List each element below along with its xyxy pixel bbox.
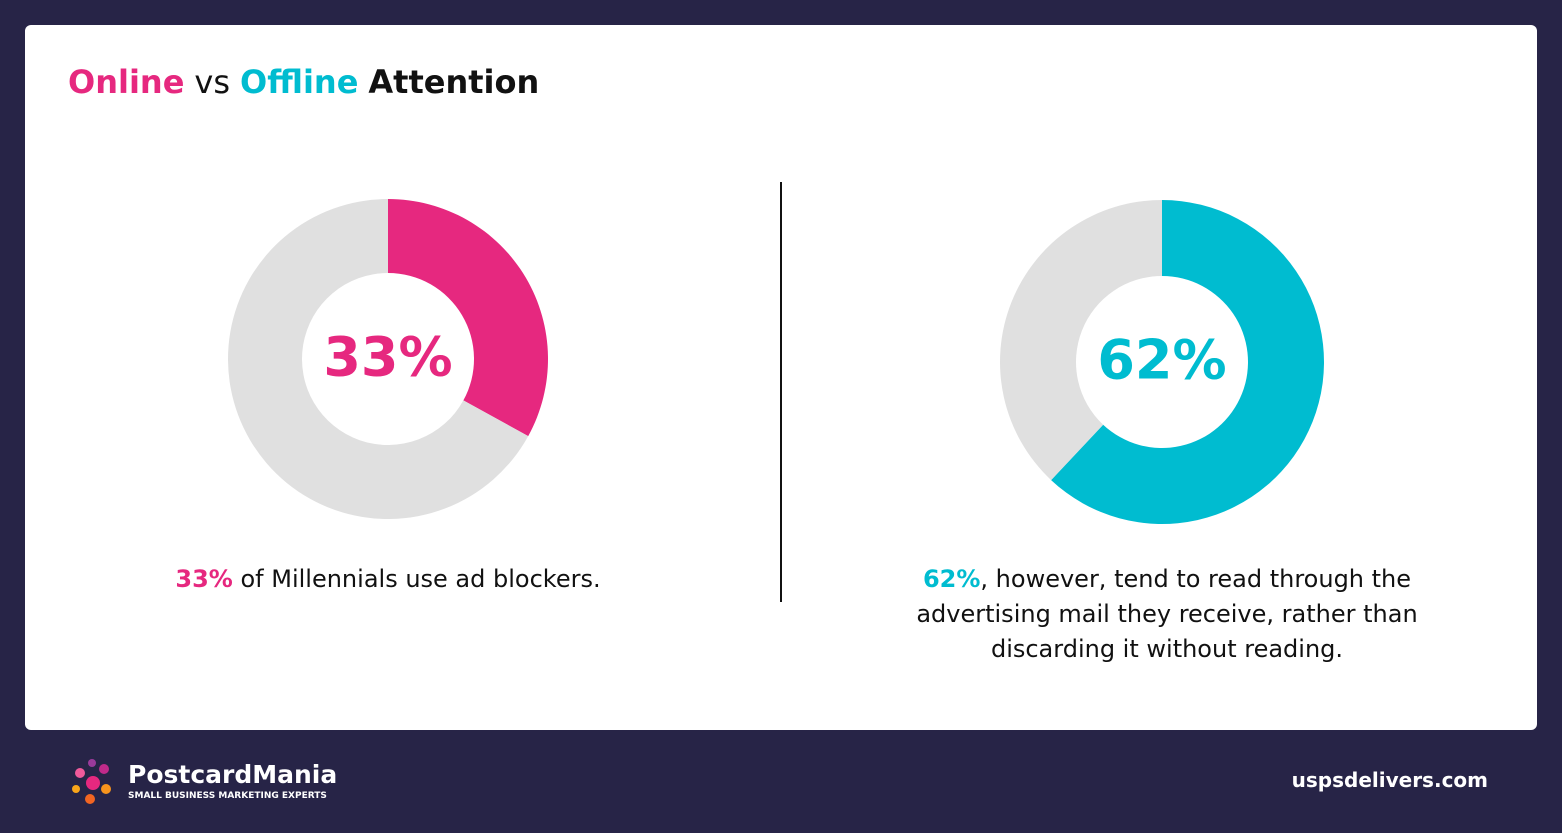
title-word: Offline: [240, 63, 359, 101]
center-label: 62%: [1097, 329, 1226, 392]
logo: [72, 759, 111, 804]
card: Online vs Offline Attention 33% 62% 33% of M…: [25, 25, 1537, 730]
donut-segment: [228, 199, 529, 519]
brand: PostcardMania: [128, 760, 338, 789]
caption-text: of Millennials use ad blockers.: [240, 565, 601, 593]
title: Online vs Offline Attention: [68, 63, 549, 101]
donut-segment: [388, 199, 548, 437]
donut-segment: [999, 200, 1162, 481]
caption: 62%, however, tend to read through the a…: [897, 562, 1437, 667]
caption: 33% of Millennials use ad blockers.: [113, 562, 663, 597]
title-word: Attention: [368, 63, 540, 101]
caption-text: , however, tend to read through the adve…: [916, 565, 1418, 663]
title-word: Online: [68, 63, 185, 101]
donut-segment: [1051, 200, 1324, 524]
url: uspsdelivers.com: [1291, 768, 1488, 792]
caption-highlight: 62%: [922, 565, 981, 593]
center-label: 33%: [323, 326, 452, 389]
logo-mark: [72, 759, 111, 804]
charts: 33% 62%: [228, 182, 1324, 602]
caption-highlight: 33%: [175, 565, 233, 593]
title-word: vs: [194, 63, 231, 101]
tagline: SMALL BUSINESS MARKETING EXPERTS: [128, 791, 327, 801]
